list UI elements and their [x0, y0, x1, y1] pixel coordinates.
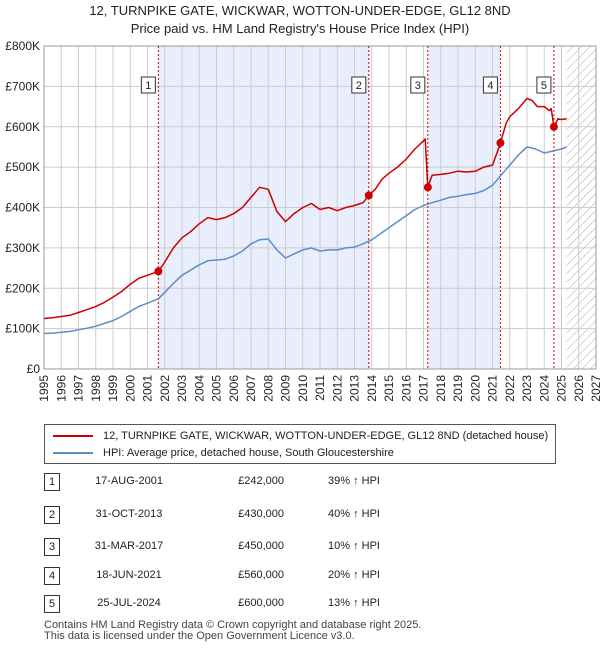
sale-badge-label: 2 [356, 80, 362, 92]
sale-row: 5 25-JUL-2024 £600,000 13% ↑ HPI [44, 594, 564, 613]
sale-badge-label: 1 [145, 80, 151, 92]
y-tick-label: £200K [5, 281, 40, 295]
x-tick-label: 2019 [451, 375, 465, 402]
x-tick-label: 2022 [503, 375, 517, 402]
property-price-line [43, 97, 567, 320]
sale-badge: 3 [44, 538, 60, 556]
sale-date: 18-JUN-2021 [96, 569, 162, 581]
sale-price: £450,000 [238, 540, 284, 552]
sale-badge-box [140, 76, 156, 94]
sale-badge-box [536, 76, 552, 94]
chart-title-line2: Price paid vs. HM Land Registry's House … [130, 21, 470, 36]
x-tick-label: 2024 [537, 375, 551, 402]
sale-price: £430,000 [238, 508, 284, 520]
x-tick-label: 1996 [54, 375, 68, 402]
x-tick-label: 2002 [158, 375, 172, 402]
sale-hpi-change: 13% ↑ HPI [328, 597, 380, 609]
footer-licence: This data is licensed under the Open Gov… [44, 630, 355, 642]
x-tick-label: 2015 [382, 375, 396, 402]
sale-point [154, 267, 163, 276]
y-tick-label: £0 [27, 362, 41, 376]
legend-swatch-hpi [53, 452, 93, 454]
sale-badge-box [351, 76, 367, 94]
x-tick-label: 2007 [244, 375, 258, 402]
y-tick-label: £800K [5, 39, 40, 53]
x-tick-label: 1999 [106, 375, 120, 402]
x-tick-label: 1998 [89, 375, 103, 402]
sale-hpi-change: 40% ↑ HPI [328, 508, 380, 520]
x-tick-label: 2011 [313, 375, 327, 401]
sale-hpi-change: 39% ↑ HPI [328, 475, 380, 487]
x-tick-label: 2009 [279, 375, 293, 402]
x-tick-label: 2000 [123, 375, 137, 402]
x-tick-label: 1995 [37, 375, 51, 402]
legend-label-hpi: HPI: Average price, detached house, Sout… [103, 447, 394, 459]
sale-badge-label: 4 [487, 80, 493, 92]
sale-row: 1 17-AUG-2001 £242,000 39% ↑ HPI [44, 472, 564, 491]
sale-price: £560,000 [238, 569, 284, 581]
chart-title-line1: 12, TURNPIKE GATE, WICKWAR, WOTTON-UNDER… [89, 3, 511, 18]
x-tick-label: 1997 [72, 375, 86, 402]
x-tick-label: 2021 [486, 375, 500, 402]
x-tick-label: 2005 [210, 375, 224, 402]
sale-hpi-change: 20% ↑ HPI [328, 569, 380, 581]
sale-price: £242,000 [238, 475, 284, 487]
sale-point [364, 191, 373, 200]
x-tick-label: 2023 [520, 375, 534, 402]
sale-badge: 4 [44, 567, 60, 585]
sale-row: 3 31-MAR-2017 £450,000 10% ↑ HPI [44, 537, 564, 556]
x-tick-label: 2012 [330, 375, 344, 402]
legend-label-property: 12, TURNPIKE GATE, WICKWAR, WOTTON-UNDER… [103, 430, 549, 442]
sale-row: 4 18-JUN-2021 £560,000 20% ↑ HPI [44, 566, 564, 585]
x-tick-label: 2020 [468, 375, 482, 402]
sale-price: £600,000 [238, 597, 284, 609]
y-tick-label: £300K [5, 241, 40, 255]
x-tick-label: 2018 [434, 375, 448, 402]
y-tick-label: £500K [5, 160, 40, 174]
legend-swatch-property [53, 435, 93, 437]
sale-badge: 5 [44, 595, 60, 613]
x-tick-label: 2006 [227, 375, 241, 402]
x-tick-label: 2026 [572, 375, 586, 402]
x-tick-label: 2014 [365, 375, 379, 402]
sale-date: 25-JUL-2024 [97, 597, 161, 609]
x-tick-label: 2027 [589, 375, 600, 402]
sale-badge-label: 3 [415, 80, 421, 92]
plot-border [43, 45, 597, 370]
footer-copyright: Contains HM Land Registry data © Crown c… [44, 619, 422, 631]
x-tick-label: 2010 [296, 375, 310, 402]
x-tick-label: 2025 [555, 375, 569, 402]
x-tick-label: 2008 [261, 375, 275, 402]
sale-row: 2 31-OCT-2013 £430,000 40% ↑ HPI [44, 505, 564, 524]
sale-point [496, 138, 505, 147]
sale-badge-label: 5 [541, 80, 547, 92]
chart-title: 12, TURNPIKE GATE, WICKWAR, WOTTON-UNDER… [0, 2, 600, 38]
price-chart: £0 £100K £200K £300K £400K £500K £600K £700K £80… [5, 39, 600, 402]
footer: Contains HM Land Registry data © Crown c… [44, 620, 421, 642]
sale-badge: 1 [44, 473, 60, 491]
sale-date: 31-OCT-2013 [95, 508, 163, 520]
x-tick-label: 2003 [175, 375, 189, 402]
y-tick-label: £400K [5, 201, 40, 215]
y-tick-label: £600K [5, 120, 40, 134]
sale-badge: 2 [44, 506, 60, 524]
x-tick-label: 2013 [348, 375, 362, 402]
x-tick-label: 2016 [399, 375, 413, 402]
x-tick-label: 2004 [192, 375, 206, 402]
x-tick-label: 2001 [141, 375, 155, 402]
legend: 12, TURNPIKE GATE, WICKWAR, WOTTON-UNDER… [44, 424, 556, 464]
y-tick-label: £100K [5, 322, 40, 336]
sale-badge-box [410, 76, 426, 94]
x-tick-label: 2017 [417, 375, 431, 402]
hpi-line [43, 146, 567, 335]
y-tick-label: £700K [5, 79, 40, 93]
sale-date: 17-AUG-2001 [95, 475, 163, 487]
sale-hpi-change: 10% ↑ HPI [328, 540, 380, 552]
sale-point [549, 122, 558, 131]
sale-date: 31-MAR-2017 [94, 540, 164, 552]
sale-point [423, 183, 432, 192]
sale-badge-box [482, 76, 498, 94]
